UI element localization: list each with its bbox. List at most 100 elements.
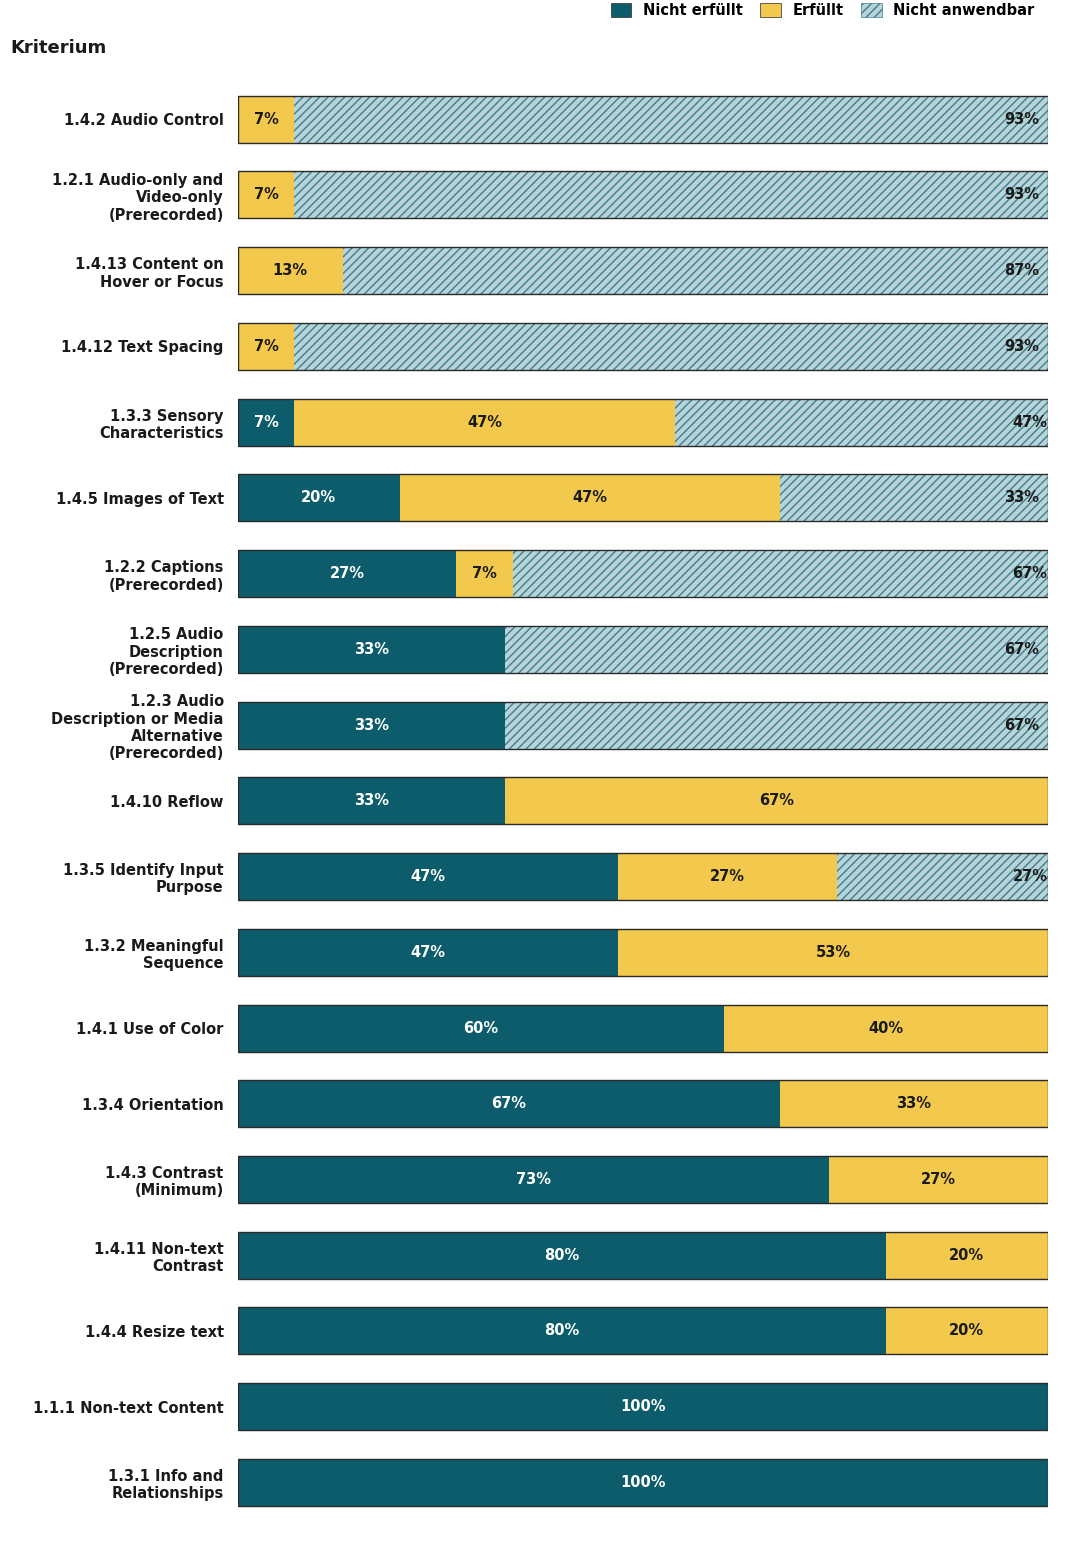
Bar <box>837 854 1056 900</box>
Bar <box>238 1384 1048 1431</box>
Text: 80%: 80% <box>544 1247 579 1263</box>
Bar <box>238 1232 886 1278</box>
Bar <box>238 550 1048 597</box>
Text: 93%: 93% <box>1004 339 1039 355</box>
Bar <box>400 474 780 521</box>
Bar <box>780 1081 1048 1127</box>
Text: 93%: 93% <box>1004 112 1039 126</box>
Text: 67%: 67% <box>1013 566 1048 582</box>
Bar <box>238 550 456 597</box>
Bar <box>294 96 1048 143</box>
Text: 67%: 67% <box>1004 642 1039 656</box>
Text: 13%: 13% <box>272 263 308 278</box>
Bar <box>886 1308 1048 1354</box>
Bar <box>780 474 1048 521</box>
Bar <box>238 1155 1048 1204</box>
Bar <box>238 1155 829 1204</box>
Text: Kriterium: Kriterium <box>11 39 107 58</box>
Text: 67%: 67% <box>759 793 794 809</box>
Bar <box>238 474 1048 521</box>
Bar <box>238 1005 1048 1051</box>
Bar <box>238 1308 886 1354</box>
Bar <box>513 550 1055 597</box>
Bar <box>294 171 1048 218</box>
Bar <box>238 171 1048 218</box>
Bar <box>238 247 343 294</box>
Bar <box>343 247 1048 294</box>
Bar <box>238 398 1048 446</box>
Bar <box>238 323 294 370</box>
Text: 33%: 33% <box>354 793 389 809</box>
Text: 47%: 47% <box>572 490 607 505</box>
Bar <box>294 171 1048 218</box>
Text: 93%: 93% <box>1004 188 1039 202</box>
Text: 7%: 7% <box>472 566 497 582</box>
Bar <box>837 854 1056 900</box>
Bar <box>618 928 1048 977</box>
Bar <box>294 323 1048 370</box>
Bar <box>238 1384 1048 1431</box>
Text: 20%: 20% <box>949 1323 984 1339</box>
Bar <box>294 96 1048 143</box>
Bar <box>238 96 1048 143</box>
Bar <box>238 701 504 748</box>
Text: 33%: 33% <box>896 1096 931 1112</box>
Bar <box>724 1005 1048 1051</box>
Text: 27%: 27% <box>711 869 745 885</box>
Bar <box>294 398 675 446</box>
Text: 40%: 40% <box>868 1020 903 1036</box>
Bar <box>238 625 504 673</box>
Text: 60%: 60% <box>463 1020 498 1036</box>
Bar <box>238 854 1048 900</box>
Text: 100%: 100% <box>620 1400 665 1413</box>
Text: 7%: 7% <box>254 339 279 355</box>
Bar <box>886 1232 1048 1278</box>
Bar <box>504 701 1048 748</box>
Text: 27%: 27% <box>329 566 364 582</box>
Bar <box>504 625 1048 673</box>
Text: 20%: 20% <box>949 1247 984 1263</box>
Bar <box>675 398 1056 446</box>
Bar <box>238 1308 1048 1354</box>
Bar <box>238 625 1048 673</box>
Bar <box>618 854 837 900</box>
Bar <box>238 778 1048 824</box>
Bar <box>238 701 1048 748</box>
Bar <box>238 1081 780 1127</box>
Text: 33%: 33% <box>354 642 389 656</box>
Bar <box>238 1459 1048 1505</box>
Text: 33%: 33% <box>1004 490 1039 505</box>
Bar <box>238 1081 1048 1127</box>
Text: 47%: 47% <box>410 869 445 885</box>
Text: 47%: 47% <box>410 945 445 959</box>
Text: 7%: 7% <box>254 112 279 126</box>
Bar <box>456 550 513 597</box>
Bar <box>238 323 1048 370</box>
Text: 80%: 80% <box>544 1323 579 1339</box>
Bar <box>238 247 1048 294</box>
Text: 67%: 67% <box>1004 717 1039 732</box>
Bar <box>504 778 1048 824</box>
Bar <box>829 1155 1048 1204</box>
Text: 27%: 27% <box>1013 869 1048 885</box>
Bar <box>504 701 1048 748</box>
Legend: Nicht erfüllt, Erfüllt, Nicht anwendbar: Nicht erfüllt, Erfüllt, Nicht anwendbar <box>605 0 1040 23</box>
Bar <box>238 928 1048 977</box>
Text: 7%: 7% <box>254 188 279 202</box>
Text: 100%: 100% <box>620 1476 665 1490</box>
Text: 47%: 47% <box>468 415 502 429</box>
Bar <box>294 323 1048 370</box>
Bar <box>238 1005 724 1051</box>
Text: 47%: 47% <box>1013 415 1048 429</box>
Bar <box>513 550 1055 597</box>
Text: 67%: 67% <box>491 1096 526 1112</box>
Bar <box>238 854 618 900</box>
Bar <box>238 928 618 977</box>
Text: 7%: 7% <box>254 415 279 429</box>
Bar <box>238 474 400 521</box>
Text: 53%: 53% <box>815 945 851 959</box>
Bar <box>238 171 294 218</box>
Text: 33%: 33% <box>354 717 389 732</box>
Bar <box>504 625 1048 673</box>
Bar <box>238 96 294 143</box>
